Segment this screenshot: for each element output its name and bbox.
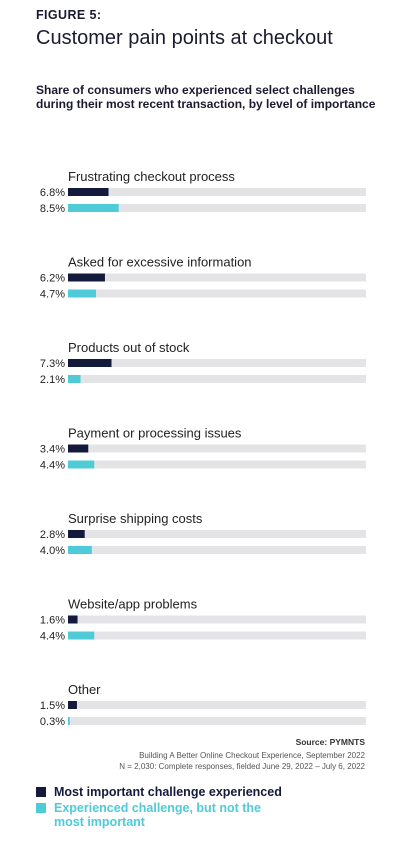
bar-track <box>68 717 366 725</box>
bar-secondary <box>68 546 92 554</box>
bar-track <box>68 546 366 554</box>
category-label: Surprise shipping costs <box>68 511 203 526</box>
bar-value-label: 1.6% <box>40 615 65 627</box>
bar-track <box>68 701 366 709</box>
bar-track <box>68 375 366 383</box>
bar-primary <box>68 444 89 453</box>
bar-primary <box>68 359 112 367</box>
category-label: Asked for excessive information <box>68 255 252 270</box>
category-label: Payment or processing issues <box>68 426 242 441</box>
legend-label-secondary-cont: most important <box>54 815 145 829</box>
category-label: Frustrating checkout process <box>68 169 235 184</box>
sample-note: N = 2,030: Complete responses, fielded J… <box>119 762 365 771</box>
bar-track <box>68 460 366 469</box>
bar-value-label: 4.4% <box>40 460 65 472</box>
bar-value-label: 6.2% <box>40 273 65 285</box>
bar-track <box>68 188 366 196</box>
legend-swatch-primary <box>36 787 46 797</box>
bar-value-label: 3.4% <box>40 444 65 456</box>
legend-label-primary: Most important challenge experienced <box>54 785 282 799</box>
legend-label-secondary: Experienced challenge, but not the <box>54 801 261 815</box>
figure-label: FIGURE 5: <box>36 8 102 22</box>
bar-primary <box>68 530 85 538</box>
bar-secondary <box>68 289 97 298</box>
bar-value-label: 4.0% <box>40 545 65 557</box>
source-credit: Source: PYMNTS <box>295 737 365 747</box>
bar-value-label: 7.3% <box>40 358 65 370</box>
report-citation: Building A Better Online Checkout Experi… <box>139 751 365 760</box>
bar-value-label: 8.5% <box>40 203 65 215</box>
bar-primary <box>68 615 78 624</box>
category-label: Other <box>68 682 101 697</box>
bar-track <box>68 530 366 538</box>
bar-track <box>68 289 366 298</box>
legend-swatch-secondary <box>36 803 46 813</box>
bar-secondary <box>68 375 81 383</box>
category-label: Website/app problems <box>68 597 198 612</box>
bar-value-label: 0.3% <box>40 716 65 728</box>
bar-primary <box>68 273 105 282</box>
chart-subtitle: Share of consumers who experienced selec… <box>36 83 376 111</box>
bar-secondary <box>68 717 70 725</box>
bar-secondary <box>68 204 119 212</box>
bar-secondary <box>68 460 95 469</box>
bar-primary <box>68 701 77 709</box>
bar-track <box>68 359 366 367</box>
bar-track <box>68 631 366 640</box>
bar-track <box>68 444 366 453</box>
chart-title: Customer pain points at checkout <box>36 27 333 49</box>
bar-value-label: 2.8% <box>40 529 65 541</box>
category-label: Products out of stock <box>68 340 190 355</box>
bar-value-label: 1.5% <box>40 700 65 712</box>
bar-primary <box>68 188 109 196</box>
bar-track <box>68 273 366 282</box>
bar-secondary <box>68 631 95 640</box>
bar-value-label: 4.4% <box>40 631 65 643</box>
bar-value-label: 6.8% <box>40 187 65 199</box>
bar-value-label: 4.7% <box>40 289 65 301</box>
bar-track <box>68 615 366 624</box>
bar-track <box>68 204 366 212</box>
bar-value-label: 2.1% <box>40 374 65 386</box>
